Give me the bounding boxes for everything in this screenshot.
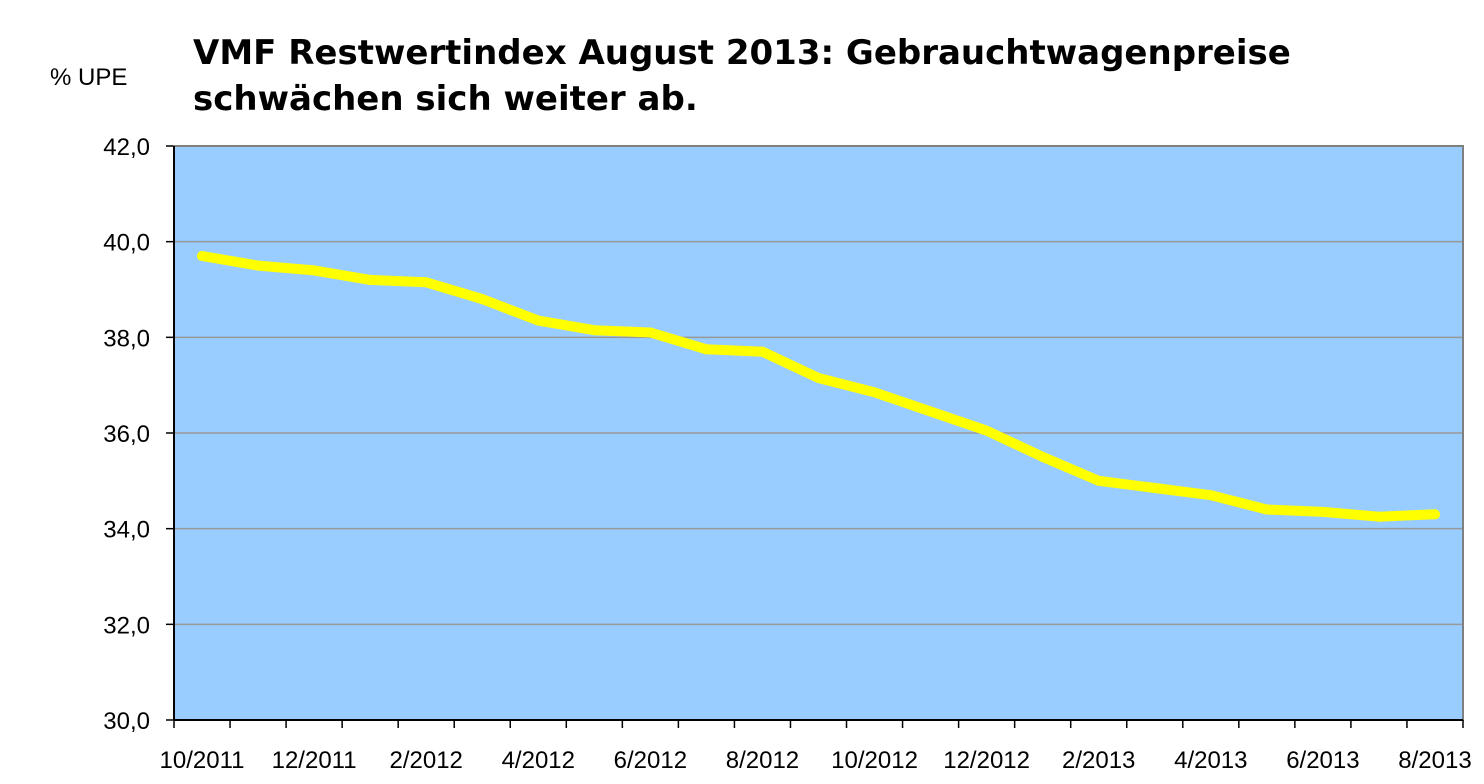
data-point — [253, 260, 264, 271]
y-tick-label: 38,0 — [103, 325, 150, 352]
x-tick-label: 12/2011 — [272, 747, 357, 774]
y-tick-label: 40,0 — [103, 230, 150, 257]
data-point — [1149, 483, 1160, 494]
y-tick-label: 32,0 — [103, 612, 150, 639]
data-point — [701, 344, 712, 355]
chart-title-line-1: VMF Restwertindex August 2013: Gebraucht… — [193, 33, 1291, 73]
x-tick-label: 10/2011 — [160, 747, 245, 774]
data-point — [309, 265, 320, 276]
data-point — [1317, 506, 1328, 517]
x-tick-label: 8/2012 — [726, 747, 799, 774]
data-point — [757, 346, 768, 357]
x-tick-label: 4/2013 — [1174, 747, 1247, 774]
y-axis-unit-label: % UPE — [50, 64, 128, 91]
data-point — [477, 294, 488, 305]
x-tick-label: 8/2013 — [1398, 747, 1471, 774]
x-tick-label: 4/2012 — [502, 747, 575, 774]
chart-title-line-2: schwächen sich weiter ab. — [193, 79, 698, 119]
chart-title: VMF Restwertindex August 2013: Gebraucht… — [193, 30, 1453, 122]
data-point — [421, 277, 432, 288]
data-point — [813, 372, 824, 383]
data-point — [981, 425, 992, 436]
data-point — [1205, 490, 1216, 501]
y-tick-label: 36,0 — [103, 421, 150, 448]
x-tick-label: 2/2012 — [389, 747, 462, 774]
x-tick-label: 2/2013 — [1062, 747, 1135, 774]
data-point — [589, 325, 600, 336]
data-point — [197, 251, 208, 262]
data-point — [365, 274, 376, 285]
x-tick-label: 12/2012 — [943, 747, 1030, 774]
x-tick-label: 10/2012 — [831, 747, 918, 774]
data-point — [1373, 511, 1384, 522]
data-point — [1037, 451, 1048, 462]
y-tick-label: 42,0 — [103, 134, 150, 161]
x-tick-label: 6/2012 — [614, 747, 687, 774]
data-point — [1093, 475, 1104, 486]
y-tick-label: 34,0 — [103, 517, 150, 544]
data-point — [925, 406, 936, 417]
data-point — [533, 315, 544, 326]
y-tick-label: 30,0 — [103, 708, 150, 735]
data-point — [1261, 504, 1272, 515]
data-point — [645, 327, 656, 338]
data-point — [869, 387, 880, 398]
x-tick-label: 6/2013 — [1286, 747, 1359, 774]
data-point — [1429, 509, 1440, 520]
